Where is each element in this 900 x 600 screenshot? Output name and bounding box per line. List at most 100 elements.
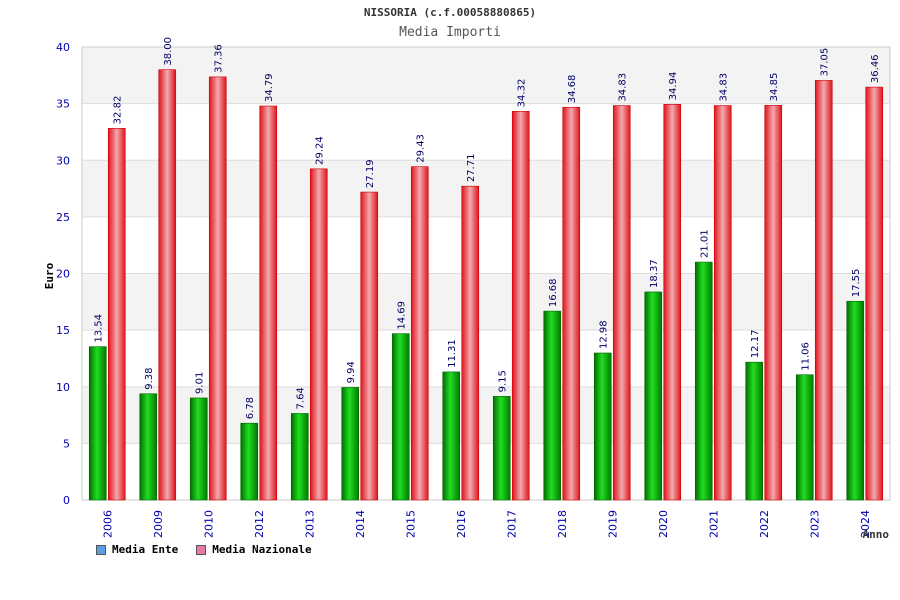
bar-media-nazionale	[612, 105, 631, 501]
x-tick-label: 2020	[657, 510, 670, 538]
bar-media-ente	[391, 333, 410, 501]
bar-media-nazionale	[360, 191, 379, 501]
data-label: 34.32	[517, 79, 528, 108]
bar-media-nazionale	[713, 105, 732, 501]
data-label: 11.06	[801, 342, 812, 371]
legend-swatch-ente	[96, 544, 106, 555]
data-label: 14.69	[397, 301, 408, 330]
x-tick-label: 2009	[152, 510, 165, 538]
y-tick-label: 15	[56, 324, 70, 337]
plot-area	[81, 46, 891, 501]
data-label: 34.94	[668, 72, 679, 101]
bar-media-ente	[694, 261, 713, 501]
data-label: 34.83	[719, 73, 730, 102]
legend-label-ente: Media Ente	[112, 543, 179, 556]
data-label: 9.38	[144, 368, 155, 390]
bar-media-ente	[290, 413, 309, 501]
bar-media-nazionale	[764, 105, 783, 501]
x-tick-label: 2023	[808, 510, 821, 538]
data-label: 38.00	[163, 37, 174, 66]
bar-media-ente	[492, 396, 511, 501]
legend-swatch-nazionale	[196, 544, 207, 555]
bar-media-nazionale	[208, 76, 227, 501]
legend-label-nazionale: Media Nazionale	[212, 543, 312, 556]
data-label: 27.71	[466, 154, 477, 183]
bar-media-ente	[745, 361, 764, 501]
data-label: 29.24	[315, 136, 326, 165]
legend-item-media-nazionale: Media Nazionale	[196, 543, 312, 556]
x-tick-label: 2017	[505, 510, 518, 538]
bar-media-ente	[644, 291, 663, 501]
data-label: 21.01	[700, 229, 711, 258]
x-tick-label: 2010	[202, 510, 215, 538]
data-label: 7.64	[296, 387, 307, 409]
data-label: 34.83	[618, 73, 629, 102]
y-tick-label: 25	[56, 211, 70, 224]
legend-item-media-ente: Media Ente	[96, 543, 178, 556]
data-label: 9.94	[346, 361, 357, 383]
x-tick-label: 2018	[556, 510, 569, 538]
x-tick-label: 2024	[859, 510, 872, 538]
chart-subtitle: Media Importi	[399, 25, 501, 40]
bar-media-ente	[240, 422, 259, 501]
chart-legend: Media Ente Media Nazionale	[96, 543, 312, 556]
bar-media-nazionale	[410, 166, 429, 501]
bar-media-ente	[189, 397, 208, 501]
bar-media-nazionale	[158, 69, 177, 501]
bar-media-ente	[442, 371, 461, 501]
data-label: 12.98	[599, 320, 610, 349]
y-axis-label: Euro	[43, 262, 56, 289]
bar-media-ente	[139, 393, 158, 501]
bar-media-ente	[543, 310, 562, 501]
data-label: 37.05	[820, 48, 831, 77]
x-tick-label: 2013	[303, 510, 316, 538]
data-label: 9.15	[498, 370, 509, 392]
x-tick-label: 2021	[707, 510, 720, 538]
data-label: 34.68	[567, 75, 578, 104]
x-tick-label: 2022	[758, 510, 771, 538]
x-tick-label: 2019	[606, 510, 619, 538]
bar-media-nazionale	[562, 106, 581, 501]
chart-title: NISSORIA (c.f.00058880865)	[363, 6, 537, 19]
y-tick-label: 5	[63, 437, 70, 450]
data-label: 34.85	[769, 73, 780, 102]
x-tick-label: 2016	[455, 510, 468, 538]
bar-media-nazionale	[865, 86, 884, 501]
data-label: 16.68	[548, 278, 559, 307]
y-tick-label: 10	[56, 381, 70, 394]
y-tick-label: 35	[56, 98, 70, 111]
data-label: 6.78	[245, 397, 256, 419]
x-tick-label: 2012	[253, 510, 266, 538]
data-label: 29.43	[416, 134, 427, 163]
data-label: 11.31	[447, 339, 458, 368]
x-tick-label: 2014	[354, 510, 367, 538]
bar-media-nazionale	[309, 168, 328, 501]
bar-media-ente	[795, 374, 814, 501]
data-label: 37.36	[214, 44, 225, 73]
x-axis-label: Anno	[863, 528, 890, 541]
data-label: 32.82	[113, 96, 124, 125]
data-label: 36.46	[870, 54, 881, 83]
bar-media-nazionale	[461, 185, 480, 501]
bar-media-nazionale	[663, 104, 682, 501]
y-tick-label: 20	[56, 268, 70, 281]
y-tick-label: 40	[56, 41, 70, 54]
bar-media-nazionale	[814, 80, 833, 501]
x-tick-label: 2006	[101, 510, 114, 538]
bar-media-nazionale	[107, 128, 126, 501]
bar-media-ente	[593, 352, 612, 501]
x-tick-label: 2015	[404, 510, 417, 538]
data-label: 34.79	[264, 73, 275, 102]
data-label: 9.01	[195, 372, 206, 394]
bar-media-nazionale	[511, 111, 530, 501]
bar-media-ente	[88, 346, 107, 501]
bar-media-nazionale	[259, 105, 278, 501]
bar-media-ente	[341, 387, 360, 501]
data-label: 13.54	[94, 314, 105, 343]
data-label: 12.17	[750, 330, 761, 359]
y-tick-label: 30	[56, 154, 70, 167]
y-tick-label: 0	[63, 494, 70, 507]
bar-media-ente	[846, 300, 865, 501]
data-label: 27.19	[365, 159, 376, 188]
